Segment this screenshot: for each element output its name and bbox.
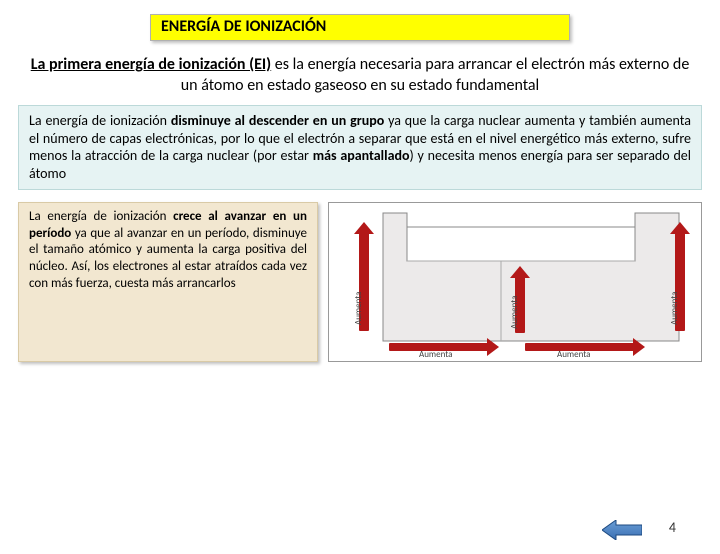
tan-c: ya que al avanzar en un período, disminu…: [29, 226, 307, 291]
periodic-trend-chart: Aumenta Aumenta Aumenta Aumenta Aumenta: [328, 202, 702, 362]
definition-lead: La primera energía de ionización (EI): [31, 55, 271, 74]
tan-a: La energía de ionización: [29, 209, 173, 224]
axis-label-horizontal: Aumenta: [557, 349, 590, 360]
teal-b: disminuye al descender en un grupo: [171, 112, 384, 129]
title-text: ENERGÍA DE IONIZACIÓN: [161, 17, 326, 36]
axis-label-vertical: Aumenta: [509, 296, 520, 329]
axis-label-vertical: Aumenta: [669, 292, 680, 325]
paragraph-period-trend: La energía de ionización crece al avanza…: [18, 202, 318, 362]
definition: La primera energía de ionización (EI) es…: [24, 55, 696, 97]
teal-a: La energía de ionización: [29, 112, 171, 129]
prev-arrow-icon[interactable]: [602, 520, 642, 540]
teal-d: más apantallado: [313, 147, 410, 164]
paragraph-group-trend: La energía de ionización disminuye al de…: [18, 105, 702, 191]
page-number: 4: [669, 519, 676, 536]
axis-label-vertical: Aumenta: [353, 292, 364, 325]
periodic-outline: [381, 211, 681, 351]
lower-row: La energía de ionización crece al avanza…: [18, 202, 702, 362]
title-box: ENERGÍA DE IONIZACIÓN: [150, 14, 570, 41]
axis-label-horizontal: Aumenta: [419, 349, 452, 360]
